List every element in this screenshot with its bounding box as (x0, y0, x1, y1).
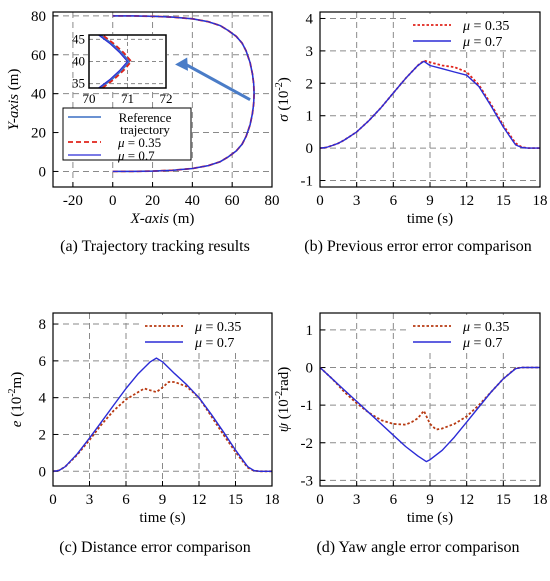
series-line-a-3 (112, 15, 255, 172)
series-line-b-2 (319, 60, 540, 149)
x-axis-label-d: time (s) (407, 510, 453, 526)
legend-box-c (139, 315, 269, 351)
y-tick-label-a: 0 (39, 164, 47, 180)
x-tick-label-c: 12 (192, 492, 207, 508)
x-tick-label-d: 12 (459, 492, 474, 508)
legend-label-c-2: μ = 0.7 (194, 336, 234, 351)
legend-box-d (407, 315, 537, 351)
x-tick-label-a: 60 (225, 193, 240, 209)
y-tick-label-a: 40 (31, 87, 46, 103)
x-tick-label-d: 15 (496, 492, 511, 508)
legend-box-b (407, 14, 537, 50)
zoom-arrow-shaft (184, 62, 251, 101)
zoom-arrow-head (175, 57, 188, 71)
x-tick-label-b: 9 (426, 193, 434, 209)
x-tick-label-d: 9 (426, 492, 434, 508)
y-tick-label-d: 0 (306, 361, 314, 377)
y-axis-label-d: ψ (10-2rad) (274, 367, 292, 433)
y-tick-label-b: 4 (306, 11, 314, 27)
caption-panel-c: (c) Distance error comparison (59, 539, 251, 556)
caption-panel-a: (a) Trajectory tracking results (60, 238, 250, 255)
x-tick-label-b: 0 (316, 193, 324, 209)
x-tick-label-c: 9 (159, 492, 167, 508)
x-tick-label-c: 0 (49, 492, 57, 508)
series-line-c-2 (52, 357, 272, 472)
inset-x-tick-label: 72 (160, 91, 173, 106)
y-tick-label-d: -3 (301, 473, 314, 489)
plot-frame-b (319, 11, 541, 188)
y-tick-label-a: 80 (31, 9, 46, 25)
x-tick-label-a: 40 (185, 193, 200, 209)
y-tick-label-b: 0 (306, 141, 314, 157)
x-tick-label-b: 6 (390, 193, 398, 209)
legend-label-a-1: Reference (119, 110, 172, 125)
x-tick-label-d: 3 (353, 492, 361, 508)
y-tick-label-c: 8 (39, 317, 47, 333)
x-tick-label-d: 0 (316, 492, 324, 508)
y-tick-label-b: 3 (306, 44, 314, 60)
y-tick-label-a: 20 (31, 126, 46, 142)
y-tick-label-c: 4 (39, 391, 47, 407)
x-tick-label-b: 15 (496, 193, 511, 209)
x-tick-label-d: 18 (533, 492, 548, 508)
y-tick-label-c: 2 (39, 427, 47, 443)
plot-frame-d (319, 312, 541, 487)
y-axis-label-b: σ (10-2) (274, 77, 292, 122)
legend-label-d-1: μ = 0.35 (462, 320, 509, 335)
y-tick-label-d: -2 (301, 436, 314, 452)
inset-series-line-2 (101, 34, 133, 89)
x-tick-label-c: 15 (228, 492, 243, 508)
legend-label-b-1: μ = 0.35 (462, 19, 509, 34)
caption-panel-b: (b) Previous error error comparison (304, 238, 532, 255)
inset-series-line-1 (100, 34, 131, 89)
inset-y-tick-label: 35 (72, 76, 85, 91)
legend-label-c-1: μ = 0.35 (194, 320, 241, 335)
inset-y-tick-label: 45 (72, 31, 85, 46)
inset-frame (88, 34, 167, 89)
legend-label-d-2: μ = 0.7 (462, 336, 502, 351)
y-tick-label-c: 0 (39, 464, 47, 480)
y-tick-label-b: 1 (306, 109, 314, 125)
y-axis-label-c: e (10-2m) (7, 372, 25, 427)
y-tick-label-c: 6 (39, 354, 47, 370)
series-line-d-2 (319, 366, 540, 463)
y-tick-label-d: -1 (301, 398, 314, 414)
y-axis-label-a: Y-axis (m) (6, 69, 22, 131)
legend-label-a-1b: trajectory (120, 122, 170, 137)
legend-label-a-3: μ = 0.7 (117, 148, 155, 163)
x-axis-label-a: X-axis (m) (130, 211, 195, 227)
x-tick-label-a: 80 (265, 193, 280, 209)
caption-panel-d: (d) Yaw angle error comparison (316, 539, 520, 556)
x-tick-label-b: 12 (459, 193, 474, 209)
plot-frame-a (52, 11, 273, 188)
plot-frame-c (52, 312, 273, 487)
y-tick-label-b: -1 (301, 174, 314, 190)
x-tick-label-c: 3 (86, 492, 94, 508)
x-axis-label-b: time (s) (407, 211, 453, 227)
x-axis-label-c: time (s) (139, 510, 185, 526)
legend-label-b-2: μ = 0.7 (462, 35, 502, 50)
x-tick-label-a: 20 (145, 193, 160, 209)
x-tick-label-d: 6 (390, 492, 398, 508)
series-line-c-1 (52, 381, 272, 473)
y-tick-label-b: 2 (306, 76, 314, 92)
y-tick-label-d: 1 (306, 323, 314, 339)
x-tick-label-b: 18 (533, 193, 548, 209)
inset-series-line-3 (98, 34, 129, 89)
legend-label-a-2: μ = 0.35 (117, 135, 161, 150)
x-tick-label-a: -20 (63, 193, 83, 209)
y-tick-label-a: 60 (31, 48, 46, 64)
inset-x-tick-label: 70 (83, 91, 96, 106)
x-tick-label-c: 6 (122, 492, 130, 508)
x-tick-label-a: 0 (109, 193, 117, 209)
inset-y-tick-label: 40 (72, 54, 85, 69)
x-tick-label-b: 3 (353, 193, 361, 209)
inset-x-tick-label: 71 (121, 91, 134, 106)
x-tick-label-c: 18 (265, 492, 280, 508)
